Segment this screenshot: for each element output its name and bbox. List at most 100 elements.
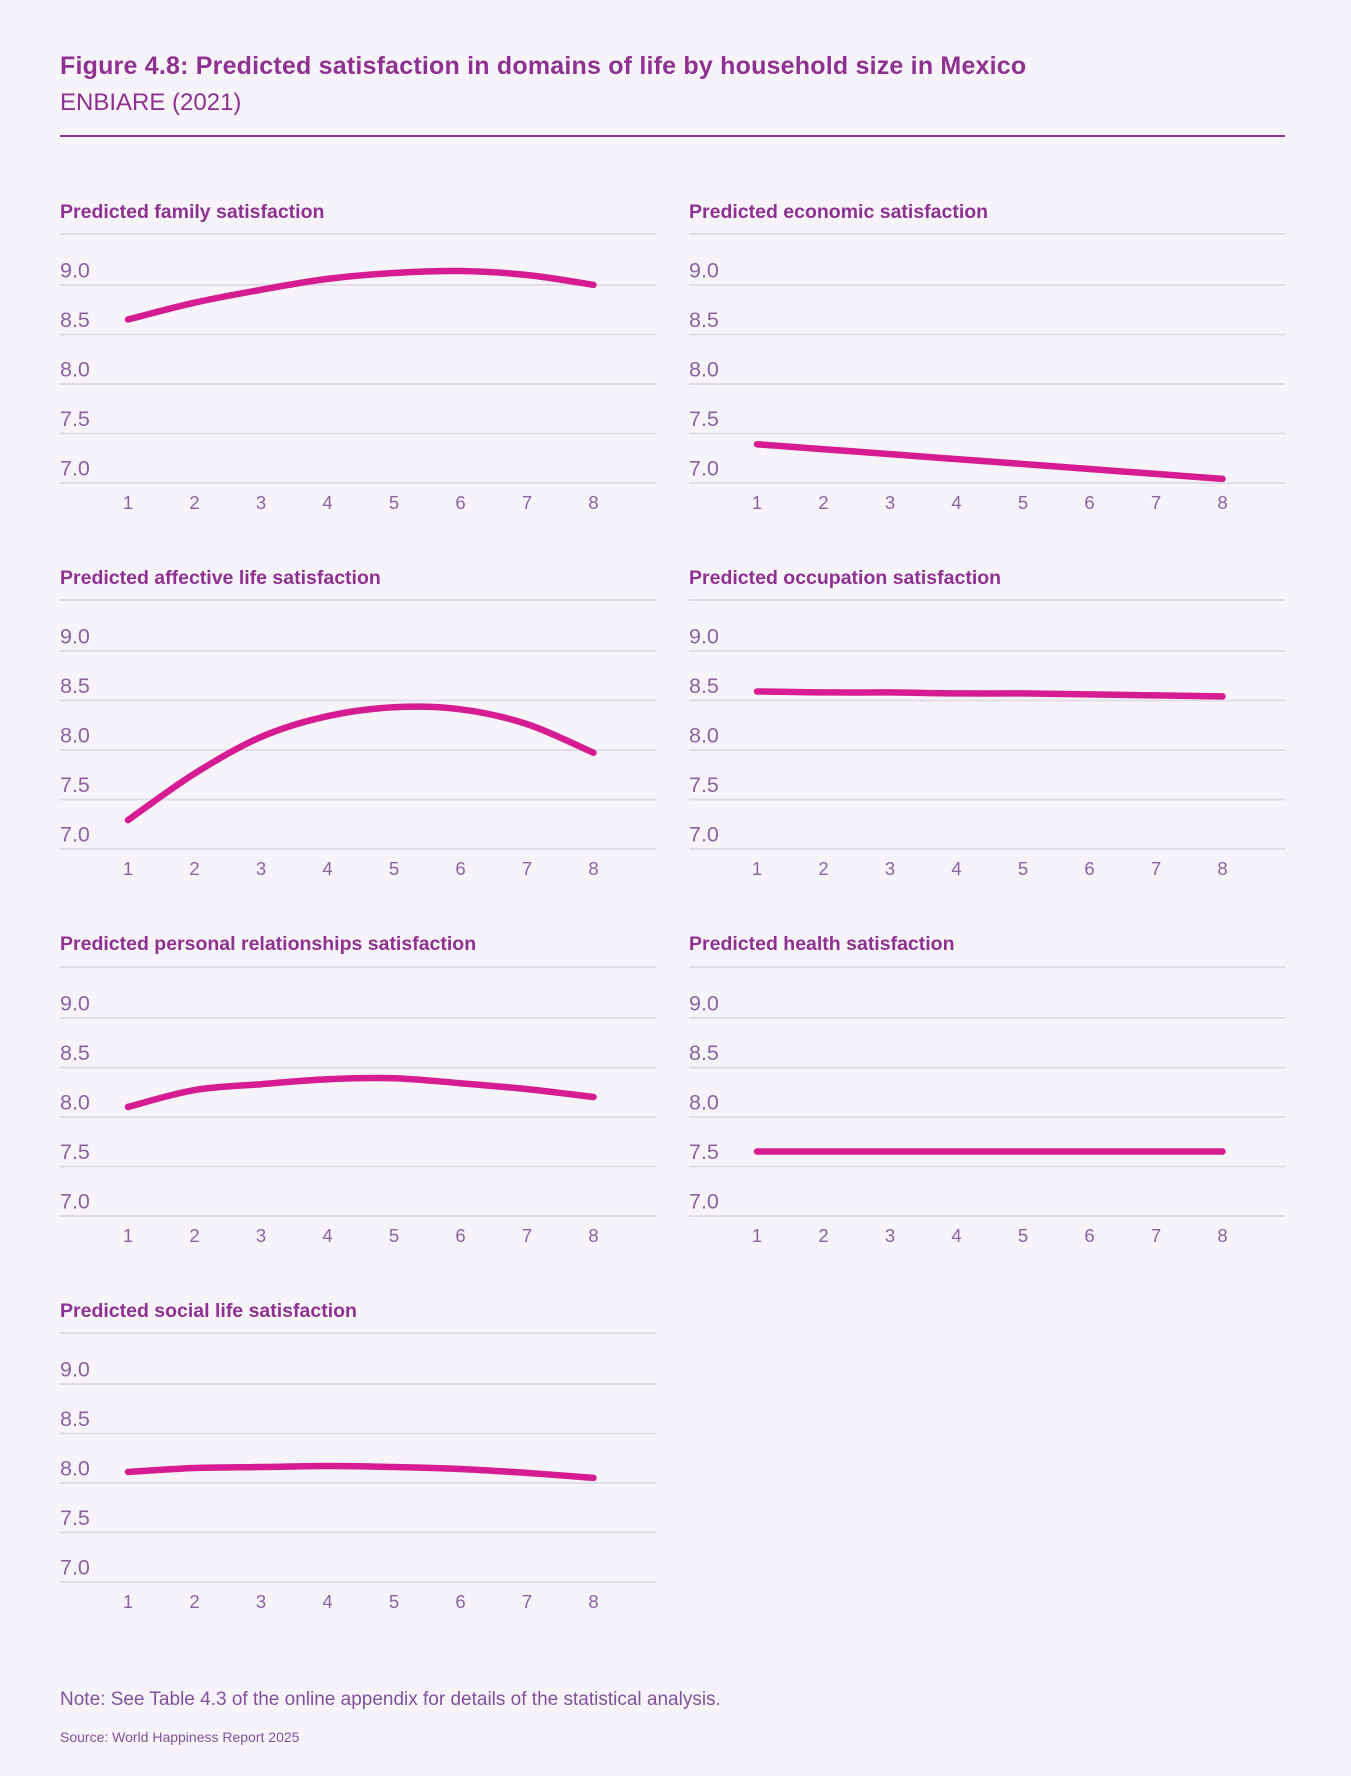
y-tick-label: 9.0 bbox=[60, 991, 90, 1015]
x-tick-label: 7 bbox=[522, 1591, 532, 1612]
y-tick-label: 7.0 bbox=[60, 456, 90, 480]
chart-canvas: 9.0 8.5 8.0 7.5 7.0 1 2 3 4 5 6 7 8 bbox=[60, 625, 656, 879]
x-tick-label: 8 bbox=[1217, 492, 1227, 513]
y-tick-label: 8.5 bbox=[60, 308, 90, 332]
x-tick-label: 4 bbox=[322, 492, 332, 513]
x-tick-label: 8 bbox=[588, 1225, 598, 1246]
x-tick-label: 4 bbox=[951, 492, 961, 513]
x-tick-label: 6 bbox=[1084, 858, 1094, 879]
title-divider bbox=[60, 134, 1285, 137]
chart-occupation: Predicted occupation satisfaction 9.0 8.5… bbox=[689, 567, 1285, 883]
y-tick-label: 8.0 bbox=[60, 1457, 90, 1481]
chart-social-life: Predicted social life satisfaction 9.0 8.… bbox=[60, 1300, 656, 1616]
figure-note: Note: See Table 4.3 of the online append… bbox=[60, 1689, 721, 1711]
x-tick-label: 1 bbox=[123, 1591, 133, 1612]
chart-title: Predicted occupation satisfaction bbox=[689, 567, 1285, 602]
x-tick-label: 8 bbox=[1217, 858, 1227, 879]
y-tick-label: 7.5 bbox=[60, 773, 90, 797]
chart-canvas: 9.0 8.5 8.0 7.5 7.0 1 2 3 4 5 6 7 8 bbox=[689, 991, 1285, 1246]
x-tick-label: 6 bbox=[1084, 1225, 1094, 1246]
y-tick-label: 8.5 bbox=[689, 1041, 719, 1065]
y-tick-label: 7.5 bbox=[689, 1140, 719, 1164]
x-tick-label: 2 bbox=[189, 1225, 199, 1246]
chart-title: Predicted family satisfaction bbox=[60, 201, 656, 235]
x-tick-label: 1 bbox=[123, 858, 133, 879]
trend-line bbox=[124, 267, 597, 323]
x-tick-label: 5 bbox=[1018, 1225, 1028, 1246]
y-tick-label: 9.0 bbox=[60, 625, 90, 649]
y-tick-label: 7.0 bbox=[60, 823, 90, 847]
x-tick-label: 2 bbox=[189, 1591, 199, 1612]
x-tick-label: 5 bbox=[389, 1591, 399, 1612]
x-tick-label: 6 bbox=[1084, 492, 1094, 513]
x-tick-label: 2 bbox=[818, 492, 828, 513]
x-tick-label: 1 bbox=[752, 1225, 762, 1246]
y-tick-label: 9.0 bbox=[60, 258, 90, 282]
y-tick-label: 8.0 bbox=[689, 357, 719, 381]
x-tick-label: 7 bbox=[522, 1225, 532, 1246]
chart-canvas: 9.0 8.5 8.0 7.5 7.0 1 2 3 4 5 6 7 8 bbox=[60, 258, 656, 513]
y-tick-label: 8.5 bbox=[689, 674, 719, 698]
trend-line bbox=[124, 703, 597, 824]
chart-title: Predicted social life satisfaction bbox=[60, 1300, 656, 1335]
x-tick-label: 2 bbox=[189, 858, 199, 879]
y-tick-label: 7.5 bbox=[60, 407, 90, 431]
x-tick-label: 3 bbox=[885, 492, 895, 513]
x-tick-label: 2 bbox=[818, 1225, 828, 1246]
y-tick-label: 7.0 bbox=[689, 1189, 719, 1213]
x-tick-label: 2 bbox=[818, 858, 828, 879]
chart-title: Predicted health satisfaction bbox=[689, 933, 1285, 968]
y-tick-label: 7.5 bbox=[689, 407, 719, 431]
y-tick-label: 7.5 bbox=[689, 773, 719, 797]
x-tick-label: 8 bbox=[588, 858, 598, 879]
x-tick-label: 6 bbox=[455, 1591, 465, 1612]
x-tick-label: 4 bbox=[951, 858, 961, 879]
y-tick-label: 9.0 bbox=[689, 258, 719, 282]
x-tick-label: 8 bbox=[588, 1591, 598, 1612]
y-tick-label: 7.0 bbox=[689, 823, 719, 847]
x-tick-label: 6 bbox=[455, 1225, 465, 1246]
y-tick-label: 9.0 bbox=[60, 1358, 90, 1382]
figure-source: Source: World Happiness Report 2025 bbox=[60, 1728, 300, 1745]
y-tick-label: 8.0 bbox=[60, 724, 90, 748]
y-tick-label: 8.0 bbox=[60, 1090, 90, 1114]
y-tick-label: 7.0 bbox=[689, 456, 719, 480]
trend-line bbox=[753, 688, 1226, 700]
x-tick-label: 3 bbox=[256, 858, 266, 879]
y-tick-label: 9.0 bbox=[689, 991, 719, 1015]
trend-line bbox=[753, 440, 1226, 483]
x-tick-label: 5 bbox=[389, 492, 399, 513]
chart-title: Predicted personal relationships satisfa… bbox=[60, 933, 656, 968]
x-tick-label: 4 bbox=[322, 858, 332, 879]
x-tick-label: 6 bbox=[455, 858, 465, 879]
chart-canvas: 9.0 8.5 8.0 7.5 7.0 1 2 3 4 5 6 7 8 bbox=[60, 991, 656, 1246]
x-tick-label: 4 bbox=[322, 1225, 332, 1246]
chart-economic: Predicted economic satisfaction 9.0 8.5 8.… bbox=[689, 201, 1285, 517]
x-tick-label: 1 bbox=[752, 492, 762, 513]
x-tick-label: 5 bbox=[1018, 492, 1028, 513]
x-tick-label: 2 bbox=[189, 492, 199, 513]
x-tick-label: 3 bbox=[256, 492, 266, 513]
y-tick-label: 8.0 bbox=[689, 1090, 719, 1114]
figure-title: Figure 4.8: Predicted satisfaction in do… bbox=[60, 52, 1027, 80]
x-tick-label: 5 bbox=[1018, 858, 1028, 879]
charts-grid: Predicted family satisfaction 9.0 8.5 8.0 7… bbox=[60, 201, 1285, 1617]
y-tick-label: 9.0 bbox=[689, 625, 719, 649]
x-tick-label: 5 bbox=[389, 1225, 399, 1246]
x-tick-label: 7 bbox=[1151, 1225, 1161, 1246]
chart-canvas: 9.0 8.5 8.0 7.5 7.0 1 2 3 4 5 6 7 8 bbox=[689, 258, 1285, 513]
figure-subtitle: ENBIARE (2021) bbox=[60, 88, 242, 116]
x-tick-label: 3 bbox=[885, 858, 895, 879]
x-tick-label: 3 bbox=[885, 1225, 895, 1246]
x-tick-label: 3 bbox=[256, 1225, 266, 1246]
x-tick-label: 7 bbox=[522, 858, 532, 879]
y-tick-label: 8.0 bbox=[60, 357, 90, 381]
chart-family: Predicted family satisfaction 9.0 8.5 8.0 7… bbox=[60, 201, 656, 517]
x-tick-label: 7 bbox=[1151, 492, 1161, 513]
y-tick-label: 7.5 bbox=[60, 1140, 90, 1164]
y-tick-label: 8.5 bbox=[60, 1407, 90, 1431]
chart-health: Predicted health satisfaction 9.0 8.5 8.0 7… bbox=[689, 933, 1285, 1249]
x-tick-label: 8 bbox=[1217, 1225, 1227, 1246]
chart-personal-relationships: Predicted personal relationships satisfa… bbox=[60, 933, 656, 1249]
